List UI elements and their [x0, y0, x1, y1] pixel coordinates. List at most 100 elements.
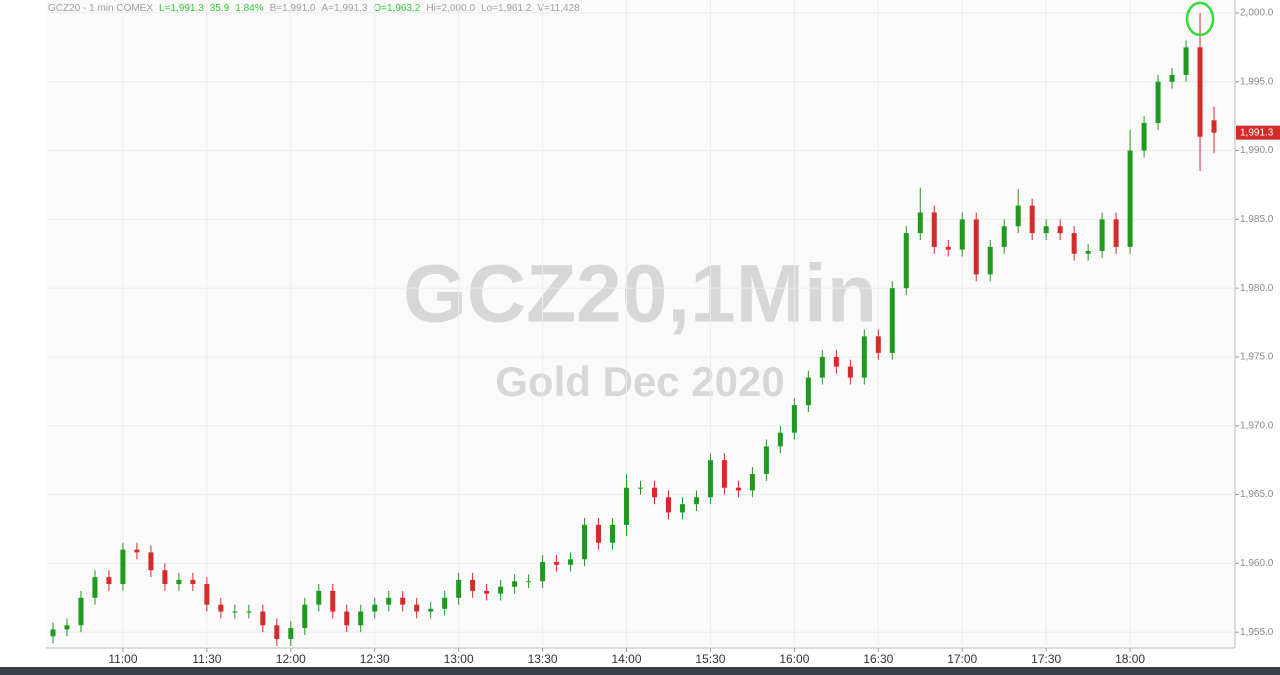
- candle-body: [931, 212, 937, 247]
- candle-body: [540, 561, 546, 582]
- candle-body: [1029, 205, 1035, 234]
- x-tick-label: 16:00: [779, 652, 809, 666]
- header-item: V=11,428: [537, 3, 580, 14]
- candle-body: [945, 246, 951, 250]
- candle-body: [1099, 219, 1105, 251]
- y-tick-label: 1,970.0: [1240, 420, 1274, 431]
- candle-body: [218, 604, 224, 612]
- candle-body: [246, 611, 252, 613]
- y-tick-label: 1,995.0: [1240, 76, 1274, 87]
- candle-body: [484, 590, 490, 594]
- candle-body: [1085, 250, 1091, 254]
- candle-body: [190, 579, 196, 585]
- candle-body: [847, 366, 853, 378]
- candle-body: [162, 570, 168, 585]
- candle-body: [554, 561, 560, 565]
- header: GCZ20 - 1 min COMEX L=1,991.3 35.9 1.84% B=1…: [48, 3, 580, 14]
- candle-body: [1197, 47, 1203, 137]
- candle-body: [721, 460, 727, 488]
- candle-body: [582, 524, 588, 560]
- x-tick-label: 17:30: [1031, 652, 1061, 666]
- header-item: O=1,963.2: [373, 3, 420, 14]
- candle-body: [358, 611, 364, 626]
- candle-body: [92, 577, 98, 598]
- header-item: Lo=1,961.2: [481, 3, 532, 14]
- x-tick-label: 12:30: [360, 652, 390, 666]
- candle-body: [456, 579, 462, 598]
- header-item: A=1,991.3: [322, 3, 368, 14]
- candle-body: [260, 611, 266, 626]
- candle-body: [232, 611, 238, 613]
- candle-body: [1057, 226, 1063, 234]
- candle-body: [526, 581, 532, 583]
- candle-body: [651, 487, 657, 498]
- x-tick-label: 13:30: [528, 652, 558, 666]
- x-tick-label: 11:00: [108, 652, 137, 666]
- candle-body: [344, 611, 350, 626]
- candle-body: [148, 552, 154, 571]
- candle-body: [707, 460, 713, 498]
- y-tick-label: 1,960.0: [1240, 558, 1274, 569]
- candle-body: [386, 597, 392, 605]
- y-tick-label: 1,955.0: [1240, 627, 1274, 638]
- x-tick-label: 12:00: [276, 652, 306, 666]
- candle-body: [1127, 150, 1133, 247]
- candle-body: [638, 487, 643, 489]
- x-tick-label: 14:00: [611, 652, 641, 666]
- candle-body: [288, 628, 294, 640]
- x-tick-label: 17:00: [947, 652, 977, 666]
- candle-body: [274, 625, 280, 640]
- candle-body: [568, 559, 574, 565]
- highlight-circle: [1185, 1, 1215, 37]
- x-tick-label: 11:30: [192, 652, 221, 666]
- candle-body: [428, 608, 434, 612]
- candle-body: [903, 233, 909, 289]
- candle-body: [498, 586, 504, 594]
- candle-body: [665, 497, 671, 513]
- last-price-label: 1,991.3: [1240, 127, 1274, 138]
- candle-body: [120, 549, 126, 585]
- candle-body: [50, 629, 56, 637]
- last-price-box: [1236, 125, 1280, 140]
- watermark-subtitle: Gold Dec 2020: [495, 358, 784, 405]
- candle-body: [512, 581, 518, 587]
- candle-body: [763, 446, 769, 474]
- candle-body: [610, 524, 616, 543]
- candle-body: [316, 590, 322, 605]
- candle-body: [861, 336, 867, 378]
- candle-body: [400, 597, 406, 605]
- x-tick-label: 18:00: [1115, 652, 1145, 666]
- candle-body: [372, 604, 378, 612]
- candle-body: [1015, 205, 1021, 227]
- y-tick-label: 1,975.0: [1240, 352, 1274, 363]
- y-tick-label: 2,000.0: [1240, 8, 1274, 19]
- candle-body: [693, 497, 699, 505]
- candle-body: [330, 590, 336, 612]
- watermark-title: GCZ20,1Min: [403, 249, 877, 340]
- candle-body: [819, 356, 825, 378]
- candle-body: [442, 597, 448, 609]
- candle-body: [302, 604, 308, 629]
- candle-body: [973, 219, 979, 275]
- candle-body: [1001, 226, 1007, 247]
- y-tick-label: 1,980.0: [1240, 283, 1274, 294]
- candle-body: [470, 579, 476, 591]
- header-item: 35.9: [210, 3, 230, 14]
- candle-body: [1043, 226, 1049, 234]
- candle-body: [959, 219, 965, 250]
- y-tick-label: 1,985.0: [1240, 214, 1274, 225]
- candle-body: [1169, 74, 1175, 82]
- candle-body: [889, 288, 895, 353]
- candle-body: [176, 579, 182, 585]
- candle-body: [805, 377, 811, 406]
- candle-body: [987, 246, 993, 275]
- candle-body: [875, 336, 881, 353]
- candle-body: [917, 212, 923, 234]
- candle-body: [1183, 47, 1189, 75]
- candle-body: [749, 473, 755, 491]
- y-tick-label: 1,990.0: [1240, 145, 1274, 156]
- header-item: 1.84%: [235, 3, 263, 14]
- candle-body: [414, 604, 420, 612]
- plot-area: [46, 0, 1235, 648]
- candle-body: [833, 356, 839, 367]
